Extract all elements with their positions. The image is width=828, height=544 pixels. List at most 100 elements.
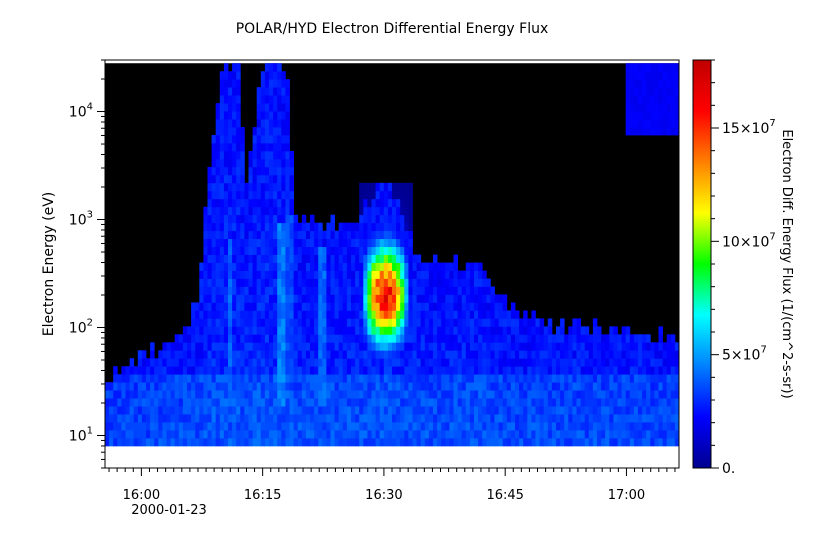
heatmap-cell <box>273 71 278 80</box>
heatmap-cell <box>223 158 229 168</box>
heatmap-cell <box>301 374 307 383</box>
heatmap-cell <box>137 366 143 375</box>
heatmap-cell <box>285 374 290 383</box>
heatmap-cell <box>236 95 241 104</box>
heatmap-cell <box>232 87 237 96</box>
heatmap-cell <box>486 326 491 335</box>
heatmap-cell <box>658 79 663 88</box>
heatmap-cell <box>351 374 356 383</box>
heatmap-cell <box>416 310 422 319</box>
heatmap-cell <box>223 350 229 359</box>
heatmap-cell <box>375 222 381 232</box>
heatmap-cell <box>269 286 274 295</box>
heatmap-cell <box>269 294 274 303</box>
heatmap-cell <box>215 326 221 335</box>
heatmap-cell <box>232 238 237 248</box>
heatmap-cell <box>387 358 393 367</box>
heatmap-cell <box>228 174 233 184</box>
heatmap-cell <box>392 358 397 367</box>
heatmap-cell <box>215 198 221 208</box>
heatmap-cell <box>285 135 290 144</box>
heatmap-cell <box>187 358 192 367</box>
heatmap-cell <box>392 366 397 375</box>
heatmap-cell <box>592 342 598 351</box>
heatmap-cell <box>207 166 212 176</box>
heatmap-cell <box>260 422 266 431</box>
heatmap-cell <box>646 350 651 359</box>
heatmap-cell <box>560 390 565 399</box>
heatmap-cell <box>662 63 668 72</box>
heatmap-cell <box>379 390 385 399</box>
heatmap-cell <box>334 238 340 248</box>
heatmap-cell <box>355 302 360 311</box>
heatmap-cell <box>219 103 225 112</box>
heatmap-cell <box>244 334 249 343</box>
heatmap-cell <box>338 238 344 248</box>
heatmap-cell <box>478 262 483 271</box>
heatmap-cell <box>326 294 331 303</box>
heatmap-cell <box>330 350 335 359</box>
heatmap-cell <box>392 374 397 383</box>
heatmap-cell <box>314 230 319 240</box>
heatmap-cell <box>273 103 278 112</box>
heatmap-cell <box>260 278 266 287</box>
heatmap-cell <box>281 150 286 160</box>
heatmap-cell <box>199 318 204 327</box>
heatmap-cell <box>219 135 225 144</box>
heatmap-cell <box>379 374 385 383</box>
heatmap-cell <box>433 398 438 407</box>
heatmap-cell <box>240 142 245 152</box>
heatmap-cell <box>527 430 532 439</box>
heatmap-cell <box>285 358 290 367</box>
heatmap-cell <box>355 342 360 351</box>
heatmap-cell <box>396 238 401 248</box>
heatmap-cell <box>375 246 381 255</box>
heatmap-cell <box>359 206 364 216</box>
heatmap-cell <box>273 398 278 407</box>
heatmap-cell <box>523 422 528 431</box>
heatmap-cell <box>256 142 262 152</box>
heatmap-cell <box>199 342 204 351</box>
heatmap-cell <box>375 437 381 447</box>
heatmap-cell <box>502 350 508 359</box>
heatmap-cell <box>277 358 282 367</box>
heatmap-cell <box>293 382 299 391</box>
heatmap-cell <box>535 422 540 431</box>
heatmap-cell <box>355 358 360 367</box>
heatmap-cell <box>396 206 401 216</box>
heatmap-cells <box>105 63 679 447</box>
heatmap-cell <box>510 406 516 415</box>
heatmap-cell <box>318 398 323 407</box>
heatmap-cell <box>383 342 389 351</box>
heatmap-cell <box>638 119 643 128</box>
heatmap-cell <box>203 206 208 216</box>
heatmap-cell <box>670 414 676 423</box>
heatmap-cell <box>654 366 659 375</box>
heatmap-cell <box>297 270 303 279</box>
heatmap-cell <box>646 63 651 72</box>
heatmap-cell <box>654 342 659 351</box>
heatmap-cell <box>236 254 241 263</box>
heatmap-cell <box>318 262 323 271</box>
heatmap-cell <box>264 382 270 391</box>
heatmap-cell <box>601 398 606 407</box>
heatmap-cell <box>215 374 221 383</box>
heatmap-cell <box>256 334 262 343</box>
heatmap-cell <box>260 382 266 391</box>
heatmap-cell <box>244 302 249 311</box>
heatmap-cell <box>223 222 229 232</box>
heatmap-cell <box>236 406 241 415</box>
heatmap-cell <box>539 422 545 431</box>
heatmap-cell <box>305 374 311 383</box>
heatmap-cell <box>670 103 676 112</box>
heatmap-cell <box>232 95 237 104</box>
heatmap-cell <box>162 422 167 431</box>
heatmap-cell <box>223 238 229 248</box>
heatmap-cell <box>326 270 331 279</box>
heatmap-cell <box>211 222 217 232</box>
heatmap-cell <box>244 398 249 407</box>
heatmap-cell <box>326 358 331 367</box>
heatmap-cell <box>244 254 249 263</box>
heatmap-cell <box>223 278 229 287</box>
heatmap-cell <box>502 310 508 319</box>
